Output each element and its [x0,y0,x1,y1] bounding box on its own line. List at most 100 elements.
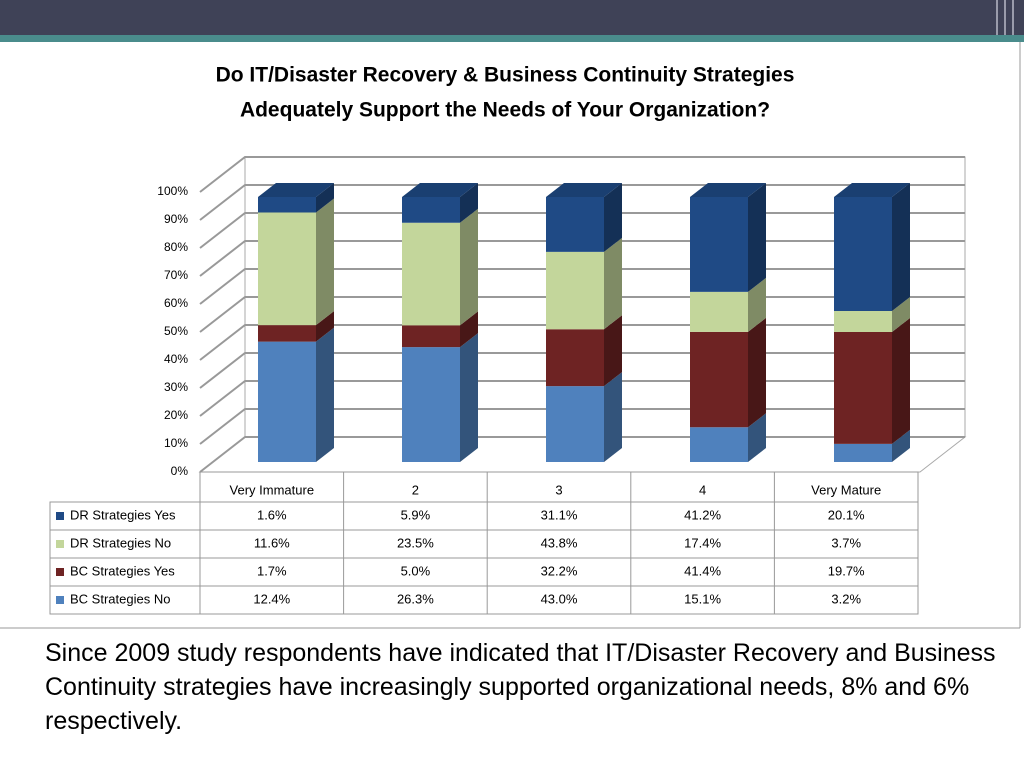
bar-front [402,197,460,223]
table-cell: 3.7% [831,535,861,550]
bar-side [892,429,910,462]
bar-side [892,318,910,444]
bar-side [748,317,766,428]
grid-line [199,156,965,193]
bar-front [834,311,892,333]
table-cell: 41.2% [684,507,721,522]
legend-label: DR Strategies No [70,535,171,550]
bar-front [258,212,316,326]
bar [834,297,910,333]
table-cell: 26.3% [397,591,434,606]
y-tick-label: 0% [171,464,189,478]
bar-front [546,197,604,252]
y-tick-label: 70% [164,268,188,282]
bar-top [690,183,766,197]
deco [1012,0,1014,35]
table-cell: 5.0% [401,563,431,578]
x-tick-label: 2 [412,482,419,497]
bar-side [316,198,334,326]
bar-front [834,332,892,444]
legend-label: BC Strategies No [70,591,170,606]
top-stripe [0,35,1024,42]
x-tick-label: Very Mature [811,482,881,497]
table-cell: 3.2% [831,591,861,606]
table-cell: 15.1% [684,591,721,606]
bar-side [316,311,334,342]
bar-front [690,291,748,332]
y-tick-label: 90% [164,212,188,226]
x-tick-label: 4 [699,482,706,497]
y-tick-label: 100% [157,184,188,198]
bar-side [748,183,766,292]
bar-side [316,183,334,213]
legend-label: DR Strategies Yes [70,507,176,522]
bar [690,277,766,332]
bar [834,318,910,444]
bar-front [546,386,604,462]
bar-front [258,197,316,213]
bar-side [316,327,334,462]
bar [834,429,910,462]
bar [258,198,334,326]
bar [834,183,910,312]
chart-title: Adequately Support the Needs of Your Org… [240,99,770,122]
bar-top [402,183,478,197]
bar-front [402,347,460,462]
bar [402,333,478,462]
bar-side [748,277,766,332]
table-cell: 43.0% [541,591,578,606]
x-tick-label: Very Immature [230,482,315,497]
y-tick-label: 80% [164,240,188,254]
bar-side [892,297,910,333]
bar [546,183,622,252]
legend-swatch [56,568,64,576]
bar [402,183,478,223]
y-tick-label: 40% [164,352,188,366]
table-row [49,557,919,587]
y-tick-label: 20% [164,408,188,422]
bar-top [834,183,910,197]
bar-front [546,329,604,387]
table-cell: 17.4% [684,535,721,550]
bar-side [748,413,766,462]
table-row [49,585,919,615]
bar [402,208,478,326]
bar [690,317,766,428]
table-cell: 12.4% [253,591,290,606]
bar-side [460,333,478,462]
bar-front [690,427,748,462]
bar-top [546,183,622,197]
bar-front [834,197,892,312]
chart: Do IT/Disaster Recovery & Business Conti… [0,0,1024,629]
table-cell: 32.2% [541,563,578,578]
bar-front [258,325,316,342]
bar-front [402,222,460,326]
bar [690,413,766,462]
table-row [49,529,919,559]
bar [546,372,622,462]
chart-title: Do IT/Disaster Recovery & Business Conti… [216,64,795,87]
table-cell: 31.1% [541,507,578,522]
y-tick-label: 50% [164,324,188,338]
table-cell: 19.7% [828,563,865,578]
bar [546,315,622,387]
table-cell: 23.5% [397,535,434,550]
table-cell: 11.6% [254,535,290,550]
table-cell: 41.4% [684,563,721,578]
bar-side [460,208,478,326]
table-cell: 1.7% [257,563,287,578]
y-tick-label: 30% [164,380,188,394]
bar-side [604,315,622,387]
table-cell: 5.9% [401,507,431,522]
bar [258,183,334,213]
bar-side [892,183,910,312]
bar-side [460,183,478,223]
deco [996,0,998,35]
x-tick-label: 3 [555,482,562,497]
table-cell: 20.1% [828,507,865,522]
legend-swatch [56,540,64,548]
bar-side [604,372,622,462]
bar-side [604,237,622,330]
bar-front [690,197,748,292]
